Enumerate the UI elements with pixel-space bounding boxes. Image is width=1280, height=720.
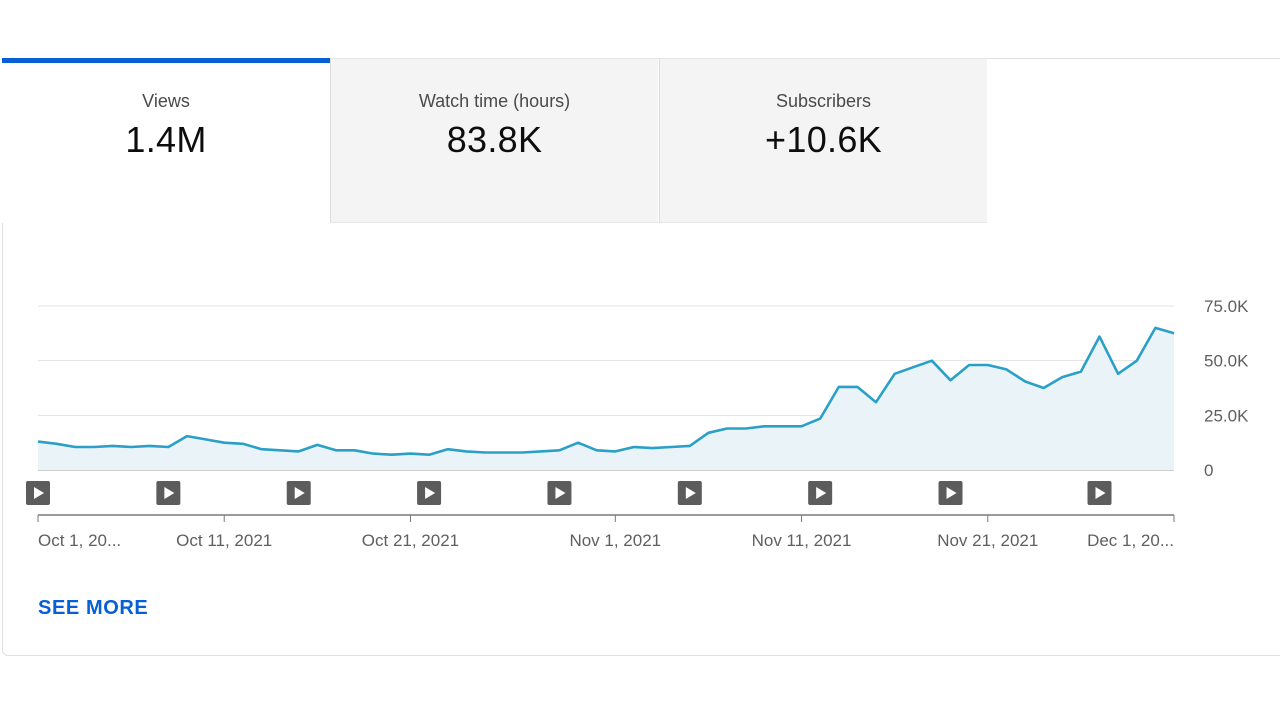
series-line: [37, 326, 1175, 456]
video-marker-icon[interactable]: [417, 481, 442, 505]
y-tick-label: 75.0K: [1204, 297, 1249, 316]
see-more-button[interactable]: SEE MORE: [38, 597, 149, 619]
video-marker-icon[interactable]: [1087, 481, 1112, 505]
tab-subscribers-value: +10.6K: [765, 119, 882, 160]
video-marker-icon[interactable]: [938, 481, 963, 505]
tab-views-value: 1.4M: [125, 119, 207, 160]
tab-subscribers-label: Subscribers: [775, 91, 872, 111]
x-tick-label: Nov 21, 2021: [937, 531, 1038, 550]
y-tick-label: 25.0K: [1204, 406, 1249, 425]
tab-subscribers[interactable]: Subscribers +10.6K: [659, 58, 987, 223]
metric-tabs: Views 1.4M Watch time (hours) 83.8K Subs…: [2, 58, 988, 224]
tab-watch-time-label: Watch time (hours): [418, 91, 571, 111]
x-tick-label: Dec 1, 20...: [1087, 531, 1174, 550]
tab-watch-time[interactable]: Watch time (hours) 83.8K: [330, 58, 658, 223]
tab-views-label: Views: [142, 91, 190, 111]
series-area: [38, 327, 1174, 470]
video-marker-icon[interactable]: [677, 481, 702, 505]
x-tick-label: Nov 1, 2021: [569, 531, 661, 550]
x-tick-label: Oct 1, 20...: [38, 531, 121, 550]
views-chart: 0 25.0K 50.0K 75.0K Oct 1, 20... Oct 11, 2021…: [26, 297, 1249, 550]
video-marker-icon[interactable]: [26, 481, 50, 505]
tab-watch-time-value: 83.8K: [446, 119, 543, 160]
video-marker-icon[interactable]: [286, 481, 311, 505]
video-marker-icon[interactable]: [547, 481, 572, 505]
x-tick-label: Oct 11, 2021: [176, 531, 272, 550]
y-tick-label: 0: [1204, 461, 1213, 480]
video-marker-icon[interactable]: [156, 481, 181, 505]
video-marker-icon[interactable]: [808, 481, 833, 505]
y-tick-label: 50.0K: [1204, 352, 1249, 371]
tab-views[interactable]: Views 1.4M: [2, 58, 330, 223]
x-tick-label: Oct 21, 2021: [362, 531, 459, 550]
x-tick-label: Nov 11, 2021: [752, 531, 852, 550]
